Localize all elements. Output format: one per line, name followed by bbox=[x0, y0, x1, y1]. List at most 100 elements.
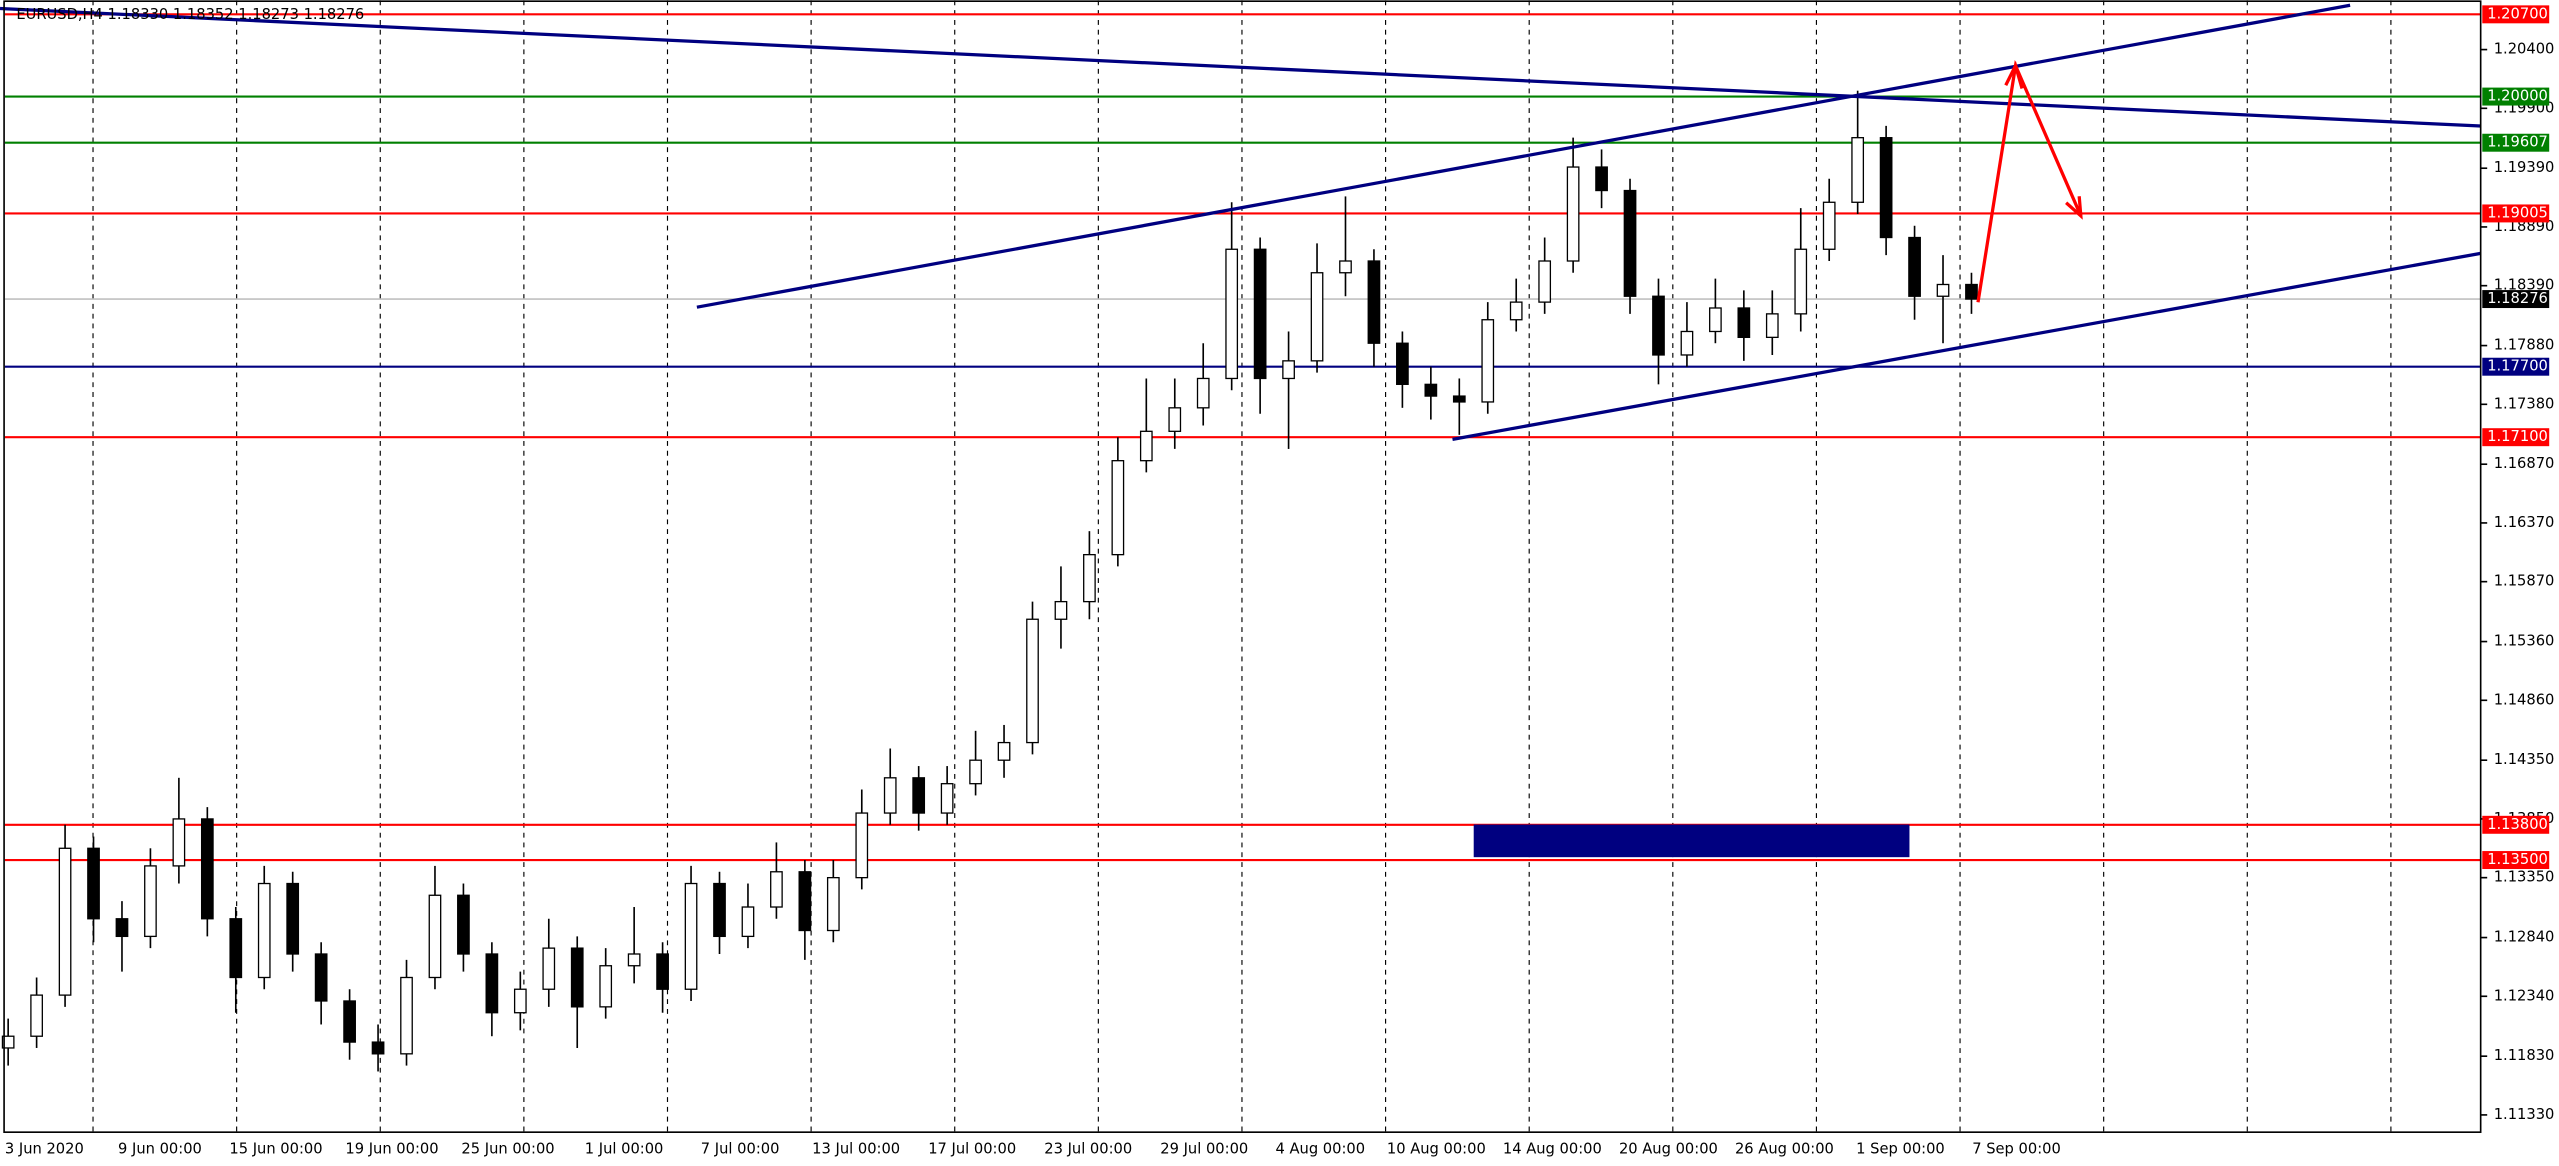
x-tick-label: 26 Aug 00:00 bbox=[1735, 1140, 1834, 1157]
candle-body bbox=[1965, 283, 1978, 300]
arrow-head bbox=[2065, 196, 2083, 220]
candle-body bbox=[1111, 460, 1125, 556]
level-label-box bbox=[2482, 5, 2550, 24]
y-tick-label: 1.20400 bbox=[2494, 41, 2555, 58]
level-label: 1.19005 bbox=[2487, 204, 2548, 221]
candle-body bbox=[969, 759, 982, 785]
candle-body bbox=[940, 783, 954, 814]
candle-body bbox=[1310, 272, 1324, 362]
x-tick-label: 19 Jun 00:00 bbox=[345, 1140, 438, 1157]
candle-body bbox=[314, 953, 328, 1002]
x-tick-label: 15 Jun 00:00 bbox=[229, 1140, 322, 1157]
candle-body bbox=[1054, 600, 1068, 620]
candle-body bbox=[1623, 189, 1637, 297]
candle-body bbox=[1794, 248, 1808, 315]
x-tick-label: 7 Jul 00:00 bbox=[701, 1140, 780, 1157]
candle-body bbox=[770, 871, 783, 908]
x-tick-label: 13 Jul 00:00 bbox=[812, 1140, 900, 1157]
x-tick-label: 9 Jun 00:00 bbox=[118, 1140, 202, 1157]
x-tick-label: 3 Jun 2020 bbox=[5, 1140, 84, 1157]
y-tick-label: 1.14350 bbox=[2494, 751, 2555, 768]
y-tick-label: 1.19390 bbox=[2494, 159, 2555, 176]
candle-body bbox=[87, 847, 100, 920]
axes: 1.204001.199001.193901.188901.183901.178… bbox=[3, 0, 2555, 1157]
level-label: 1.19607 bbox=[2487, 134, 2548, 151]
candle-body bbox=[1282, 360, 1295, 380]
candle-body bbox=[485, 953, 499, 1014]
x-tick-label: 1 Jul 00:00 bbox=[585, 1140, 664, 1157]
candle-body bbox=[855, 812, 869, 879]
y-tick-label: 1.11830 bbox=[2494, 1047, 2555, 1064]
candles bbox=[1, 90, 1978, 1072]
y-tick-label: 1.16870 bbox=[2494, 455, 2555, 472]
level-label: 1.17700 bbox=[2487, 358, 2548, 375]
level-label-box bbox=[2482, 851, 2550, 870]
y-tick-label: 1.15360 bbox=[2494, 633, 2555, 650]
y-tick-label: 1.17880 bbox=[2494, 337, 2555, 354]
level-label-box bbox=[2482, 87, 2550, 106]
x-tick-label: 23 Jul 00:00 bbox=[1044, 1140, 1132, 1157]
trend-line bbox=[0, 6, 2481, 128]
candle-body bbox=[627, 953, 641, 967]
channel-lower bbox=[1452, 251, 2481, 441]
candle-body bbox=[1936, 283, 1950, 297]
x-tick-label: 1 Sep 00:00 bbox=[1856, 1140, 1945, 1157]
candle-body bbox=[1225, 248, 1239, 380]
candle-body bbox=[713, 882, 726, 938]
y-tick-label: 1.16370 bbox=[2494, 514, 2555, 531]
candle-body bbox=[1737, 307, 1751, 339]
candle-body bbox=[1424, 383, 1438, 397]
y-tick-label: 1.13350 bbox=[2494, 869, 2555, 886]
candle-body bbox=[371, 1041, 385, 1055]
x-tick-label: 14 Aug 00:00 bbox=[1503, 1140, 1602, 1157]
drawings bbox=[0, 3, 2481, 441]
candle-body bbox=[599, 965, 613, 1008]
candle-body bbox=[1168, 407, 1182, 432]
candle-body bbox=[1652, 295, 1665, 356]
candle-body bbox=[1367, 260, 1381, 344]
header: EURUSD,H4 1.18330 1.18352 1.18273 1.1827… bbox=[16, 6, 364, 23]
candle-body bbox=[1709, 307, 1722, 333]
level-label: 1.17100 bbox=[2487, 428, 2548, 445]
y-tick-label: 1.18390 bbox=[2494, 277, 2555, 294]
x-tick-label: 29 Jul 00:00 bbox=[1160, 1140, 1248, 1157]
level-label: 1.13500 bbox=[2487, 851, 2548, 868]
level-label-box bbox=[2482, 204, 2550, 223]
candle-body bbox=[826, 876, 840, 932]
candle-body bbox=[798, 871, 812, 932]
candle-body bbox=[883, 777, 897, 814]
zone-box bbox=[1473, 824, 1910, 858]
candle-body bbox=[400, 976, 413, 1055]
x-tick-label: 20 Aug 00:00 bbox=[1619, 1140, 1718, 1157]
candle-body bbox=[1908, 236, 1921, 297]
candle-body bbox=[115, 918, 129, 938]
candle-body bbox=[741, 906, 755, 938]
level-label-box bbox=[2482, 357, 2550, 376]
candle-body bbox=[58, 847, 72, 996]
level-label-box bbox=[2482, 815, 2550, 834]
x-tick-label: 4 Aug 00:00 bbox=[1276, 1140, 1366, 1157]
candle-body bbox=[1879, 137, 1893, 239]
level-label: 1.13800 bbox=[2487, 816, 2548, 833]
level-label: 1.20700 bbox=[2487, 5, 2548, 22]
candle-body bbox=[1481, 319, 1495, 403]
y-tick-label: 1.11330 bbox=[2494, 1106, 2555, 1123]
plot-border bbox=[3, 0, 2482, 1133]
candle-body bbox=[1026, 618, 1039, 744]
candle-body bbox=[1452, 395, 1466, 403]
candle-body bbox=[1595, 166, 1608, 192]
candle-body bbox=[1765, 313, 1779, 339]
arrow-head bbox=[2004, 61, 2024, 89]
y-tick-label: 1.15870 bbox=[2494, 573, 2555, 590]
level-label: 1.18276 bbox=[2487, 290, 2548, 307]
candle-body bbox=[1196, 377, 1210, 409]
candle-body bbox=[200, 818, 214, 920]
candle-body bbox=[286, 882, 300, 955]
candle-body bbox=[1083, 553, 1096, 603]
candle-body bbox=[1253, 248, 1267, 380]
candle-body bbox=[1566, 166, 1580, 262]
candle-body bbox=[684, 882, 698, 990]
